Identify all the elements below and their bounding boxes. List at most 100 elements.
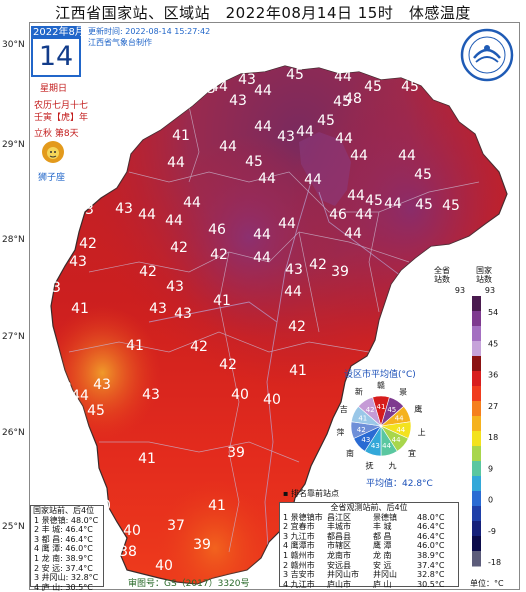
map-value: 44 xyxy=(284,284,302,300)
map-value: 40 xyxy=(32,337,50,353)
legend-colorbar: 54 45 36 27 18 9 0 -9 -18 xyxy=(472,296,501,567)
legend-color-step xyxy=(472,401,481,417)
map-value: 45 xyxy=(442,198,460,214)
map-value: 44 xyxy=(350,148,368,164)
map-value: 42 xyxy=(288,319,306,335)
map-value: 42 xyxy=(110,145,128,161)
map-value: 42 xyxy=(79,236,97,252)
province-rank-cell: 46.4°C xyxy=(417,522,445,532)
ranking-marker-icon: ▪ xyxy=(283,489,291,498)
map-value: 45 xyxy=(148,99,166,115)
legend-color-step xyxy=(472,461,481,477)
map-value: 41 xyxy=(172,128,190,144)
cma-logo-icon xyxy=(460,28,514,82)
national-rank-row: 1 龙 南: 38.9°C xyxy=(34,553,93,563)
national-rank-box: 国家站前、后4位 1 景德镇: 48.0°C 2 丰 城: 46.4°C 3 都 昌… xyxy=(30,505,104,592)
pie-slice-city: 南 xyxy=(346,448,354,458)
legend-color-step xyxy=(472,446,481,462)
legend-color-step xyxy=(472,416,481,432)
map-value: 45 xyxy=(317,113,335,129)
pie-slice-value: 43 xyxy=(361,436,370,444)
map-value: 42 xyxy=(170,240,188,256)
pie-slice-city: 新 xyxy=(355,387,363,397)
pie-slice-city: 九 xyxy=(389,461,397,470)
legend-tick-label: -9 xyxy=(488,527,496,536)
lat-label-29: 29°N xyxy=(2,140,25,150)
map-value: 44 xyxy=(167,155,185,171)
legend-tick-label: -18 xyxy=(488,558,501,567)
legend-header-left: 全省 站数 xyxy=(434,266,450,284)
map-value: 45 xyxy=(401,79,419,95)
map-value: 45 xyxy=(333,94,351,110)
province-rank-cell: 井冈山市 xyxy=(327,570,359,580)
pie-slice-value: 43 xyxy=(371,442,380,450)
map-value: 42 xyxy=(210,247,228,263)
lion-icon xyxy=(42,141,64,163)
map-value: 44 xyxy=(183,195,201,211)
province-rank-cell: 庐 山 xyxy=(373,579,392,589)
province-rank-cell: 安远县 xyxy=(327,560,351,570)
calendar-lunar-2: 壬寅【虎】年 xyxy=(34,113,89,123)
legend-tick-label: 54 xyxy=(488,308,498,317)
pie-slice-value: 41 xyxy=(377,403,386,411)
map-value: 44 xyxy=(344,226,362,242)
map-value: 43 xyxy=(115,116,133,132)
map-value: 44 xyxy=(278,216,296,232)
map-value: 45 xyxy=(245,154,263,170)
pie-slice-value: 45 xyxy=(387,406,396,414)
map-value: 40 xyxy=(38,370,56,386)
province-rank-cell: 38.9°C xyxy=(417,550,445,560)
map-value: 45 xyxy=(203,60,221,76)
lat-label-26: 26°N xyxy=(2,428,25,438)
ranking-label: ▪ 排名靠前站点 xyxy=(283,489,339,498)
province-rank-cell: 30.5°C xyxy=(417,579,445,589)
map-title: 江西省国家站、区域站 2022年08月14日 15时 体感温度 xyxy=(55,4,471,22)
map-value: 42 xyxy=(219,357,237,373)
map-value: 43 xyxy=(238,72,256,88)
map-value: 43 xyxy=(142,387,160,403)
map-value: 43 xyxy=(166,279,184,295)
map-value: 39 xyxy=(331,264,349,280)
map-value: 45 xyxy=(87,403,105,419)
province-rank-cell: 龙 南 xyxy=(373,550,392,560)
province-rank-cell: 46.4°C xyxy=(417,531,445,541)
map-value: 44 xyxy=(253,250,271,266)
lat-label-25: 25°N xyxy=(2,522,25,532)
map-value: 40 xyxy=(231,387,249,403)
province-rank-cell: 48.0°C xyxy=(417,512,445,522)
map-value: 40 xyxy=(263,392,281,408)
pie-slice-city: 景 xyxy=(399,388,407,397)
province-rank-cell: 丰 城 xyxy=(373,522,392,532)
legend-color-step xyxy=(472,341,481,357)
map-value: 43 xyxy=(277,129,295,145)
legend-color-step xyxy=(472,491,481,507)
map-value: 44 xyxy=(304,172,322,188)
province-rank-cell: 市辖区 xyxy=(327,541,351,551)
map-value: 38 xyxy=(119,544,137,560)
map-value: 44 xyxy=(334,69,352,85)
national-rank-row: 4 庐 山: 30.5°C xyxy=(34,582,93,592)
pie-slice-city: 吉 xyxy=(340,405,348,414)
calendar-lunar-1: 农历七月十七 xyxy=(34,101,89,111)
avg-pie-title: 设区市平均值(°C) xyxy=(344,370,416,380)
map-value: 42 xyxy=(139,264,157,280)
map-value: 44 xyxy=(165,213,183,229)
province-rank-cell: 安 远 xyxy=(373,560,392,570)
province-rank-row: 2 宜春市 丰城市 丰 城 46.4°C xyxy=(283,522,458,532)
province-rank-cell: 4 九江市 xyxy=(283,579,315,589)
province-rank-cell: 37.4°C xyxy=(417,560,445,570)
province-rank-row: 4 鹰潭市 市辖区 鹰 潭 46.0°C xyxy=(283,541,458,551)
avg-pie-average: 平均值：42.8°C xyxy=(366,479,433,489)
legend-color-step xyxy=(472,296,481,312)
national-rank-row: 3 都 昌: 46.4°C xyxy=(34,534,93,544)
pie-slice-value: 44 xyxy=(396,426,405,434)
map-value: 41 xyxy=(71,301,89,317)
province-rank-box: 全省观测站前、后4位 1 景德镇市 昌江区 景德镇 48.0°C 2 宜春市 丰城市 丰 城… xyxy=(279,502,459,589)
pie-slice-value: 44 xyxy=(392,436,401,444)
province-rank-row: 1 赣州市 龙南市 龙 南 38.9°C xyxy=(283,551,458,561)
calendar-day: 14 xyxy=(31,39,81,77)
pie-slice-city: 上 xyxy=(418,428,426,437)
province-rank-cell: 都昌县 xyxy=(327,531,351,541)
calendar-weekday: 星期日 xyxy=(40,84,68,94)
